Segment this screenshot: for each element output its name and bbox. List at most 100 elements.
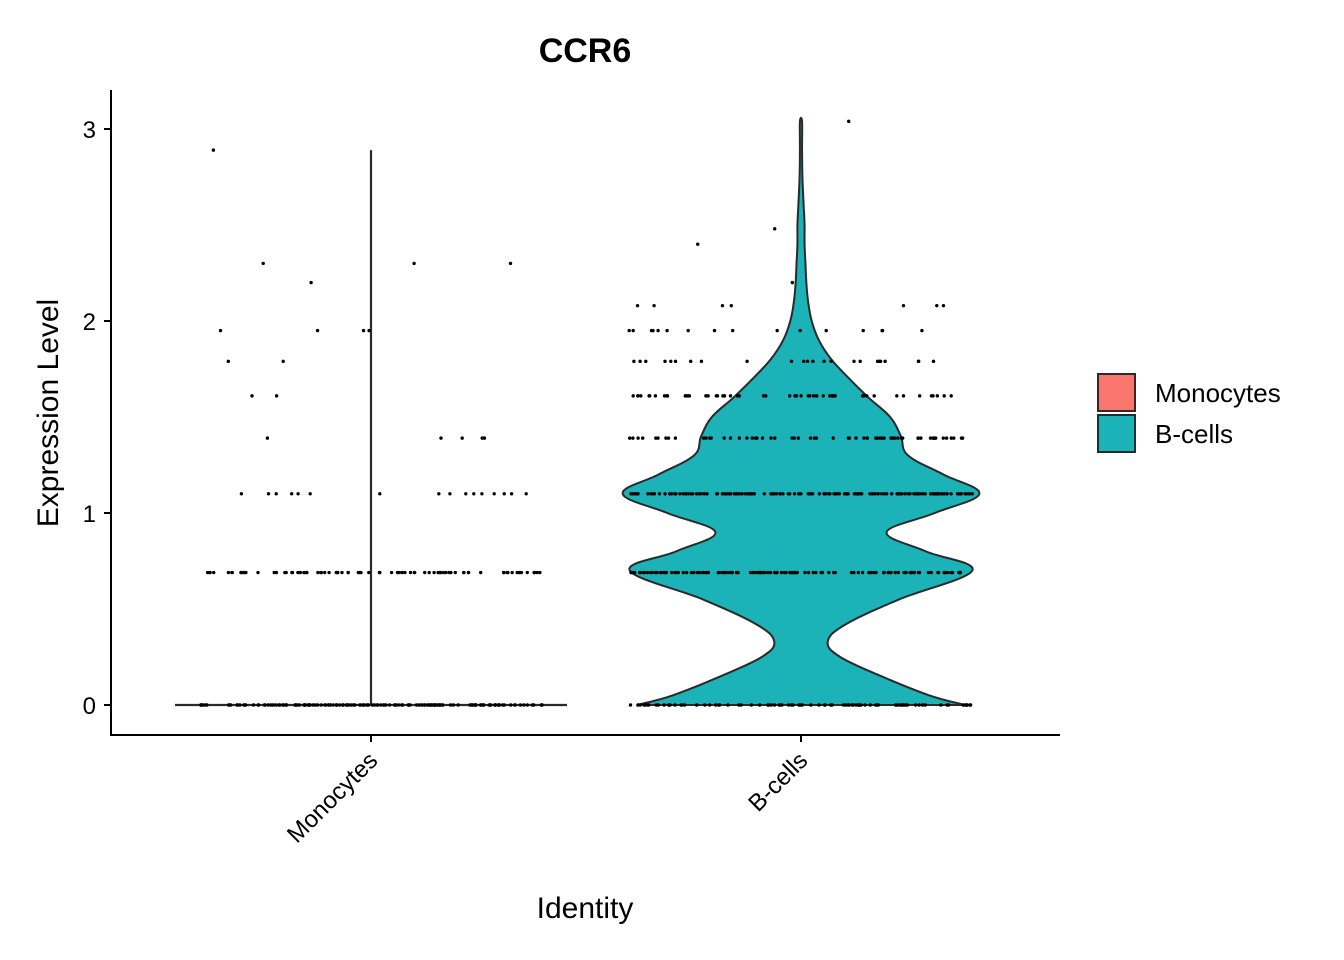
data-point — [941, 303, 946, 308]
data-point — [251, 703, 256, 707]
data-point — [796, 436, 800, 440]
data-point — [456, 703, 460, 707]
data-point — [212, 570, 216, 575]
data-point — [464, 492, 468, 496]
chart-title: CCR6 — [539, 32, 632, 70]
data-point — [367, 570, 371, 575]
data-point — [654, 703, 658, 707]
data-point — [674, 492, 678, 496]
data-point — [714, 394, 718, 398]
data-point — [875, 359, 880, 364]
data-point — [942, 492, 946, 496]
data-point — [393, 703, 397, 707]
data-point — [274, 394, 279, 398]
data-point — [441, 570, 446, 575]
data-point — [641, 570, 645, 575]
data-point — [939, 703, 943, 707]
data-point — [466, 570, 471, 575]
data-point — [274, 492, 278, 496]
data-point — [702, 492, 706, 496]
data-point — [752, 570, 756, 575]
data-point — [847, 119, 851, 124]
data-point — [926, 570, 931, 575]
data-point — [433, 703, 437, 707]
data-point — [448, 703, 453, 707]
data-point — [230, 570, 234, 575]
data-point — [923, 492, 927, 496]
data-point — [408, 570, 413, 575]
data-point — [638, 570, 642, 575]
data-point — [729, 303, 733, 308]
data-point — [861, 328, 865, 333]
data-point — [256, 570, 260, 575]
data-point — [227, 703, 231, 707]
data-point — [513, 703, 517, 707]
data-point — [653, 394, 658, 398]
data-point — [378, 570, 382, 575]
data-point — [806, 394, 810, 398]
data-point — [538, 570, 542, 575]
data-point — [772, 492, 776, 496]
data-point — [717, 703, 722, 707]
data-point — [822, 703, 827, 707]
data-point — [689, 570, 694, 575]
data-point — [919, 436, 923, 440]
data-point — [631, 436, 635, 440]
data-point — [833, 570, 837, 575]
data-point — [665, 328, 669, 333]
data-point — [759, 570, 763, 575]
data-point — [412, 261, 416, 266]
data-point — [636, 394, 640, 398]
data-point — [519, 570, 524, 575]
data-point — [736, 570, 740, 575]
data-point — [826, 492, 831, 496]
data-point — [668, 703, 672, 707]
data-point — [728, 436, 733, 440]
data-point — [406, 703, 411, 707]
data-point — [704, 394, 708, 398]
data-point — [652, 492, 657, 496]
data-point — [701, 570, 705, 575]
data-point — [525, 703, 529, 707]
data-point — [296, 492, 300, 496]
data-point — [867, 570, 871, 575]
data-point — [942, 394, 946, 398]
data-point — [241, 570, 246, 575]
data-point — [628, 703, 633, 707]
data-point — [479, 703, 483, 707]
data-point — [274, 703, 279, 707]
data-point — [634, 492, 638, 496]
data-point — [703, 703, 707, 707]
data-point — [880, 492, 884, 496]
data-point — [790, 280, 794, 285]
data-point — [451, 703, 456, 707]
data-point — [535, 570, 539, 575]
data-point — [868, 492, 872, 496]
data-point — [949, 436, 953, 440]
data-point — [934, 436, 938, 440]
data-point — [324, 703, 328, 707]
data-point — [510, 570, 514, 575]
data-point — [895, 492, 900, 496]
data-point — [714, 703, 718, 707]
data-point — [903, 703, 908, 707]
data-point — [967, 492, 971, 496]
data-point — [686, 492, 691, 496]
data-point — [692, 570, 696, 575]
data-point — [422, 703, 427, 707]
data-point — [762, 570, 767, 575]
data-point — [346, 570, 350, 575]
data-point — [636, 703, 640, 707]
data-point — [297, 703, 302, 707]
data-point — [361, 328, 366, 333]
data-point — [685, 570, 689, 575]
data-point — [262, 703, 267, 707]
data-point — [501, 570, 506, 575]
data-point — [753, 436, 758, 440]
data-point — [745, 359, 749, 364]
data-point — [740, 492, 744, 496]
data-point — [721, 492, 725, 496]
data-point — [949, 492, 953, 496]
data-point — [683, 492, 687, 496]
data-point — [814, 394, 818, 398]
